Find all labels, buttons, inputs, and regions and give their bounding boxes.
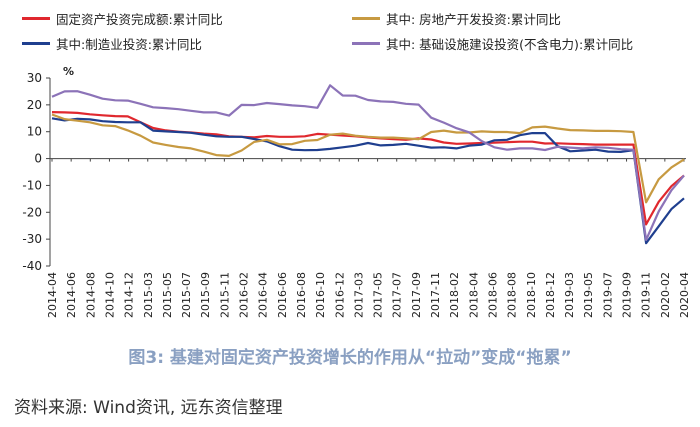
x-tick-label: 2014-08 xyxy=(84,272,97,318)
x-tick-label: 2017-09 xyxy=(410,272,423,318)
y-tick-label: 10 xyxy=(27,125,42,139)
x-tick-label: 2018-02 xyxy=(448,272,461,318)
series-line-infrastructure xyxy=(51,84,685,241)
series-line-real-estate xyxy=(51,113,685,204)
series-line-fixed-asset xyxy=(51,111,685,226)
legend-swatch xyxy=(352,16,380,20)
x-tick-label: 2016-12 xyxy=(333,272,346,318)
legend-label: 其中: 基础设施建设投资(不含电力):累计同比 xyxy=(386,36,634,52)
y-tick-label: -40 xyxy=(22,259,42,273)
x-tick-label: 2015-11 xyxy=(218,272,231,318)
x-tick-label: 2017-11 xyxy=(429,272,442,318)
legend-swatch xyxy=(352,41,380,45)
legend-item-infrastructure: 其中: 基础设施建设投资(不含电力):累计同比 xyxy=(352,34,633,52)
y-tick-label: -20 xyxy=(22,205,42,219)
x-tick-label: 2020-02 xyxy=(659,272,672,318)
x-tick-label: 2014-06 xyxy=(65,272,78,318)
x-tick-label: 2016-08 xyxy=(295,272,308,318)
x-tick-label: 2018-08 xyxy=(506,272,519,318)
x-tick-label: 2019-07 xyxy=(601,272,614,318)
legend-item-manufacturing: 其中:制造业投资:累计同比 xyxy=(22,34,202,52)
legend-swatch xyxy=(22,16,50,20)
legend-label: 固定资产投资完成额:累计同比 xyxy=(56,11,223,27)
y-tick-label: 0 xyxy=(34,152,42,166)
x-tick-label: 2020-04 xyxy=(678,272,691,318)
source-note: 资料来源: Wind资讯, 远东资信整理 xyxy=(14,398,283,418)
legend-item-fixed-asset: 固定资产投资完成额:累计同比 xyxy=(22,9,223,27)
line-chart: 30 20 10 0 -10 -20 -30 -40 2014-04 2014-06 2014-08… xyxy=(22,65,691,318)
y-tick-label: -30 xyxy=(22,232,42,246)
legend-label: 其中: 房地产开发投资:累计同比 xyxy=(386,11,561,27)
y-tick-label: 30 xyxy=(27,71,42,85)
y-tick-label: -10 xyxy=(22,178,42,192)
x-tick-label: 2018-06 xyxy=(486,272,499,318)
x-tick-label: 2016-10 xyxy=(314,272,327,318)
x-tick-label: 2017-03 xyxy=(352,272,365,318)
y-axis-unit-label: % xyxy=(63,65,74,78)
x-tick-label: 2015-09 xyxy=(199,272,212,318)
x-tick-label: 2016-04 xyxy=(257,272,270,318)
x-tick-label: 2017-05 xyxy=(372,272,385,318)
x-tick-label: 2019-11 xyxy=(640,272,653,318)
figure-caption: 图3: 基建对固定资产投资增长的作用从“拉动”变成“拖累” xyxy=(128,348,572,368)
chart-legend: 固定资产投资完成额:累计同比 其中: 房地产开发投资:累计同比 其中:制造业投资… xyxy=(0,0,700,60)
x-tick-label: 2018-04 xyxy=(467,272,480,318)
x-tick-label: 2017-07 xyxy=(391,272,404,318)
x-tick-label: 2018-12 xyxy=(544,272,557,318)
x-tick-label: 2014-12 xyxy=(123,272,136,318)
x-tick-label: 2019-09 xyxy=(621,272,634,318)
x-tick-label: 2016-06 xyxy=(276,272,289,318)
x-tick-label: 2016-02 xyxy=(238,272,251,318)
legend-item-real-estate: 其中: 房地产开发投资:累计同比 xyxy=(352,9,561,27)
x-tick-label: 2019-03 xyxy=(563,272,576,318)
x-tick-label: 2019-05 xyxy=(582,272,595,318)
legend-swatch xyxy=(22,41,50,45)
x-tick-label: 2015-07 xyxy=(180,272,193,318)
x-tick-label: 2014-04 xyxy=(46,272,59,318)
x-tick-label: 2014-10 xyxy=(103,272,116,318)
series-line-manufacturing xyxy=(51,117,685,245)
y-tick-label: 20 xyxy=(27,98,42,112)
x-tick-label: 2015-05 xyxy=(161,272,174,318)
legend-label: 其中:制造业投资:累计同比 xyxy=(56,36,202,52)
x-tick-label: 2018-10 xyxy=(525,272,538,318)
x-tick-label: 2015-03 xyxy=(142,272,155,318)
